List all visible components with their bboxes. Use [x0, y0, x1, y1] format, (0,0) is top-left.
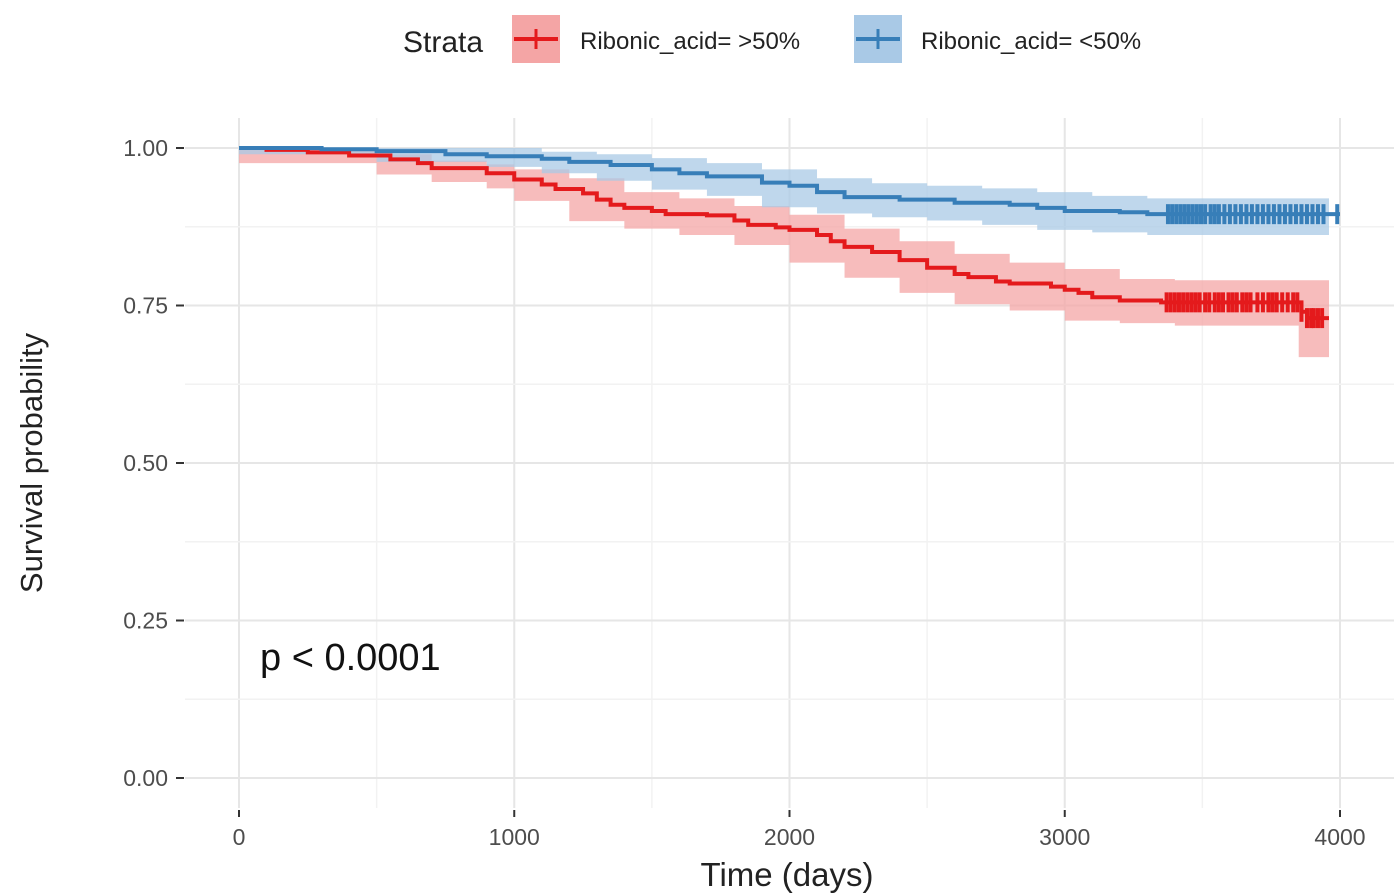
legend-entry-low: Ribonic_acid= <50%	[854, 15, 1141, 63]
legend-label-high: Ribonic_acid= >50%	[580, 28, 800, 55]
legend-entry-high: Ribonic_acid= >50%	[512, 15, 800, 63]
x-axis-title: Time (days)	[701, 856, 874, 893]
y-tick-label: 0.50	[123, 450, 168, 476]
x-tick-label: 1000	[489, 824, 540, 850]
y-tick-label: 0.25	[123, 608, 168, 634]
confidence-bands	[239, 148, 1329, 358]
censor-marks	[1164, 204, 1340, 329]
p-value-annotation: p < 0.0001	[260, 637, 441, 679]
x-tick-label: 4000	[1314, 824, 1365, 850]
legend: Strata Ribonic_acid= >50% Ribonic_acid= …	[403, 15, 1141, 63]
y-axis-title: Survival probability	[14, 332, 49, 593]
x-tick-label: 0	[233, 824, 246, 850]
survival-curve-high	[239, 146, 1329, 321]
y-tick-label: 1.00	[123, 135, 168, 161]
confidence-band-low	[239, 148, 1329, 235]
legend-label-low: Ribonic_acid= <50%	[921, 28, 1141, 55]
x-tick-label: 3000	[1039, 824, 1090, 850]
survival-curve-low	[239, 146, 1340, 217]
x-tick-label: 2000	[764, 824, 815, 850]
confidence-band-high	[239, 148, 1329, 358]
axes: 0.00 0.25 0.50 0.75 1.00 0 1000 2000 3000 4000	[123, 135, 1365, 850]
y-tick-label: 0.00	[123, 765, 168, 791]
y-tick-label: 0.75	[123, 293, 168, 319]
survival-curves	[239, 146, 1340, 321]
legend-title: Strata	[403, 26, 483, 59]
